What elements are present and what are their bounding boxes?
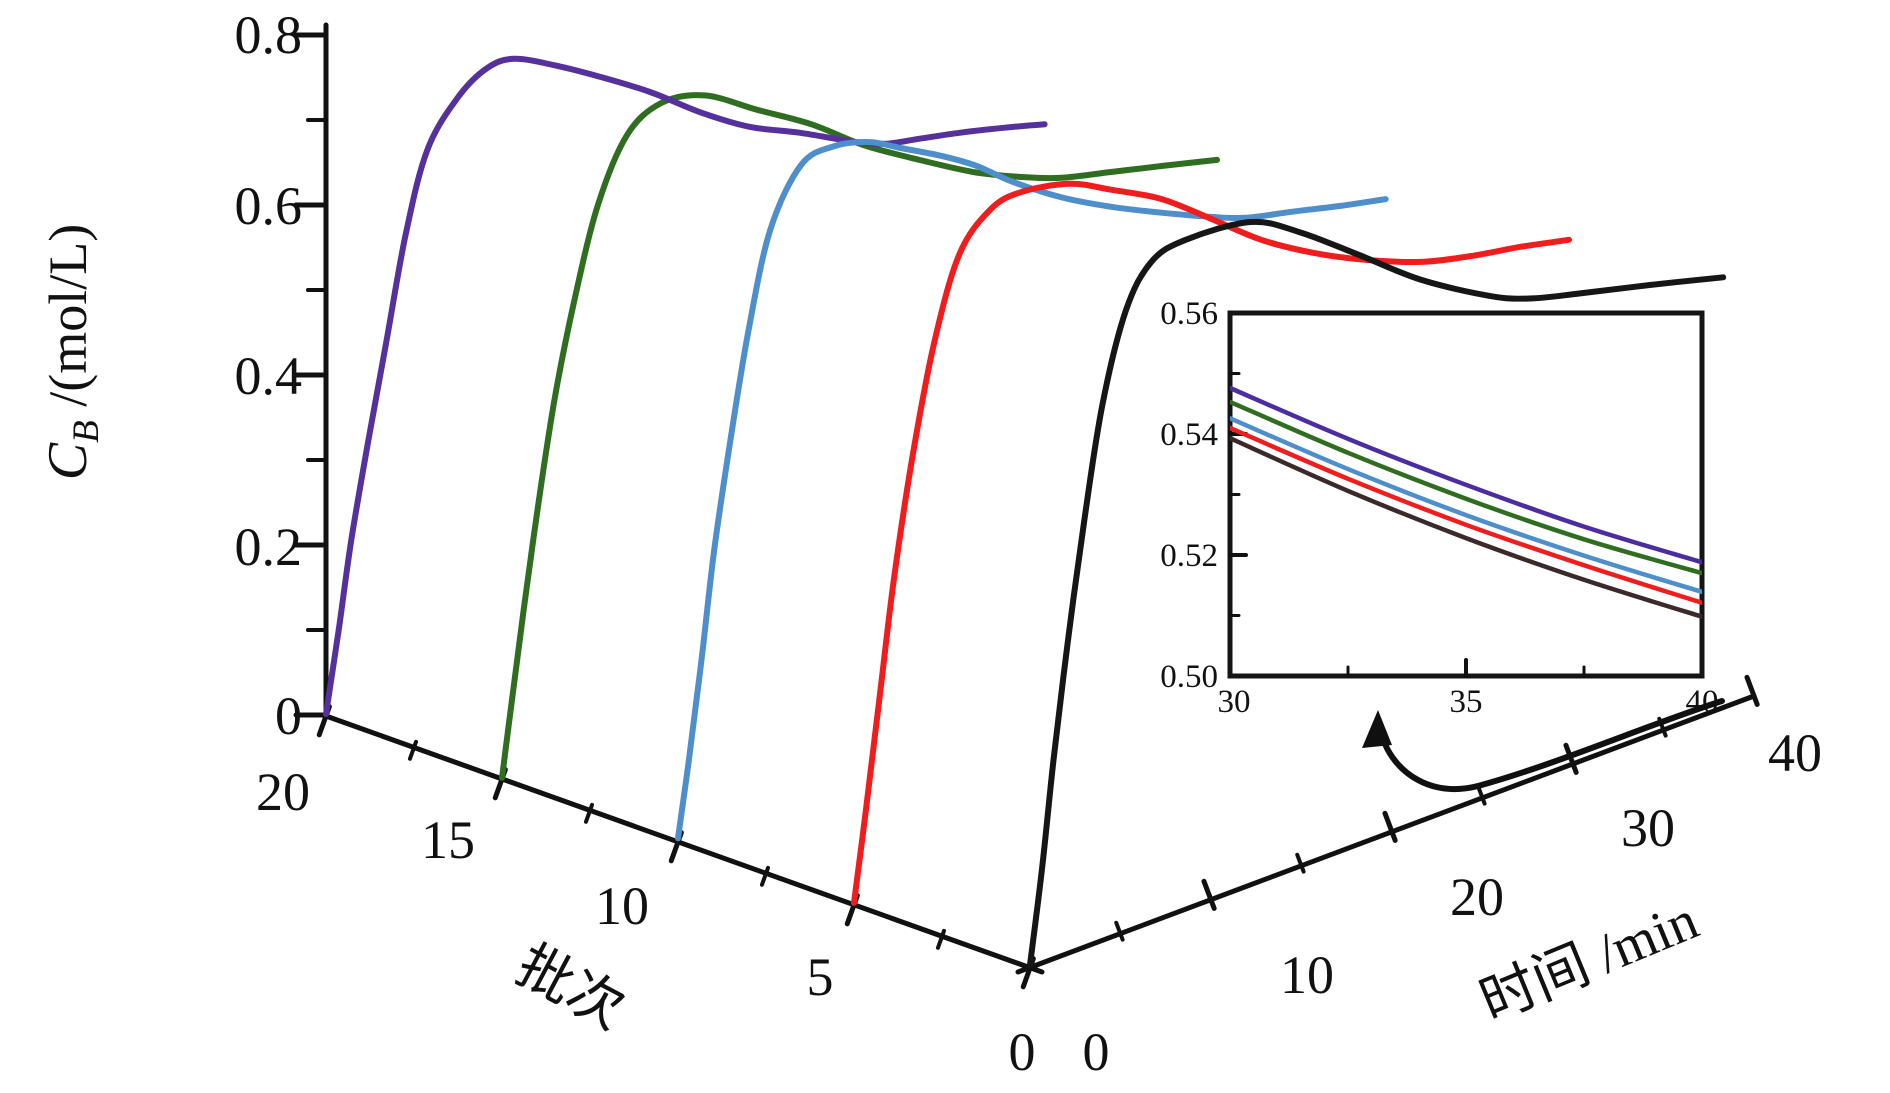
time-axis-line [1015, 693, 1757, 975]
time-axis-minor-tick [1295, 852, 1306, 874]
inset-curve-batch-5 [1230, 425, 1702, 606]
series-curve-batch-10 [675, 139, 1389, 842]
inset-curve-batch-10 [1230, 416, 1702, 595]
time-tick-label-0: 0 [1083, 1022, 1110, 1082]
inset-curve-batch-0 [1230, 435, 1702, 619]
batch-tick-label-0: 0 [1009, 1022, 1036, 1082]
time-tick-label-10: 10 [1280, 945, 1334, 1005]
inset-x-label-35: 35 [1450, 684, 1483, 720]
inset-y-label-0.54: 0.54 [1160, 417, 1218, 453]
inset-y-label-0.52: 0.52 [1160, 538, 1218, 574]
time-axis-minor-tick [1114, 920, 1125, 942]
y-tick-label-0.2: 0.2 [235, 517, 303, 577]
batch-axis-minor-tick [583, 802, 595, 824]
series-curve-batch-0 [1027, 218, 1727, 968]
inset-curves [1230, 385, 1702, 619]
y-tick-label-0.4: 0.4 [235, 346, 303, 406]
inset-curve-batch-20 [1230, 385, 1702, 565]
arrow-head-icon [1362, 710, 1392, 748]
main-curves [323, 55, 1727, 968]
axes [293, 22, 1760, 990]
batch-axis-minor-tick [407, 739, 419, 761]
inset-y-label-0.50: 0.50 [1160, 659, 1218, 695]
batch-axis-line [323, 713, 1045, 975]
y-tick-label-0.8: 0.8 [235, 5, 303, 65]
time-tick-label-20: 20 [1450, 867, 1504, 927]
inset-curve-batch-15 [1230, 399, 1702, 576]
time-axis-major-tick [1744, 674, 1760, 707]
zoom-annotation-arrow [1362, 698, 1725, 792]
time-axis-title: 时间 /min [1472, 889, 1707, 1033]
y-tick-label-0.6: 0.6 [235, 176, 303, 236]
time-tick-label-40: 40 [1768, 723, 1822, 783]
batch-tick-label-5: 5 [807, 947, 834, 1007]
inset-x-label-30: 30 [1218, 684, 1251, 720]
batch-tick-label-15: 15 [421, 810, 475, 870]
time-axis-major-tick [1382, 810, 1398, 843]
series-curve-batch-15 [499, 92, 1220, 781]
y-axis-title: CB /(mol/L) [37, 224, 107, 480]
time-tick-label-30: 30 [1621, 798, 1675, 858]
batch-axis-title: 批次 [506, 934, 634, 1041]
batch-tick-label-20: 20 [256, 762, 310, 822]
time-axis-minor-tick [1476, 784, 1487, 806]
series-curve-batch-5 [851, 180, 1572, 906]
batch-axis-minor-tick [759, 865, 771, 887]
inset-frame [1227, 310, 1705, 679]
arrow-shaft [1382, 698, 1725, 792]
time-axis-major-tick [1563, 742, 1579, 775]
batch-axis-minor-tick [935, 928, 947, 950]
inset-y-label-0.56: 0.56 [1160, 296, 1218, 332]
batch-tick-label-10: 10 [595, 876, 649, 936]
y-tick-label-0: 0 [275, 686, 302, 746]
time-axis-major-tick [1201, 878, 1217, 911]
